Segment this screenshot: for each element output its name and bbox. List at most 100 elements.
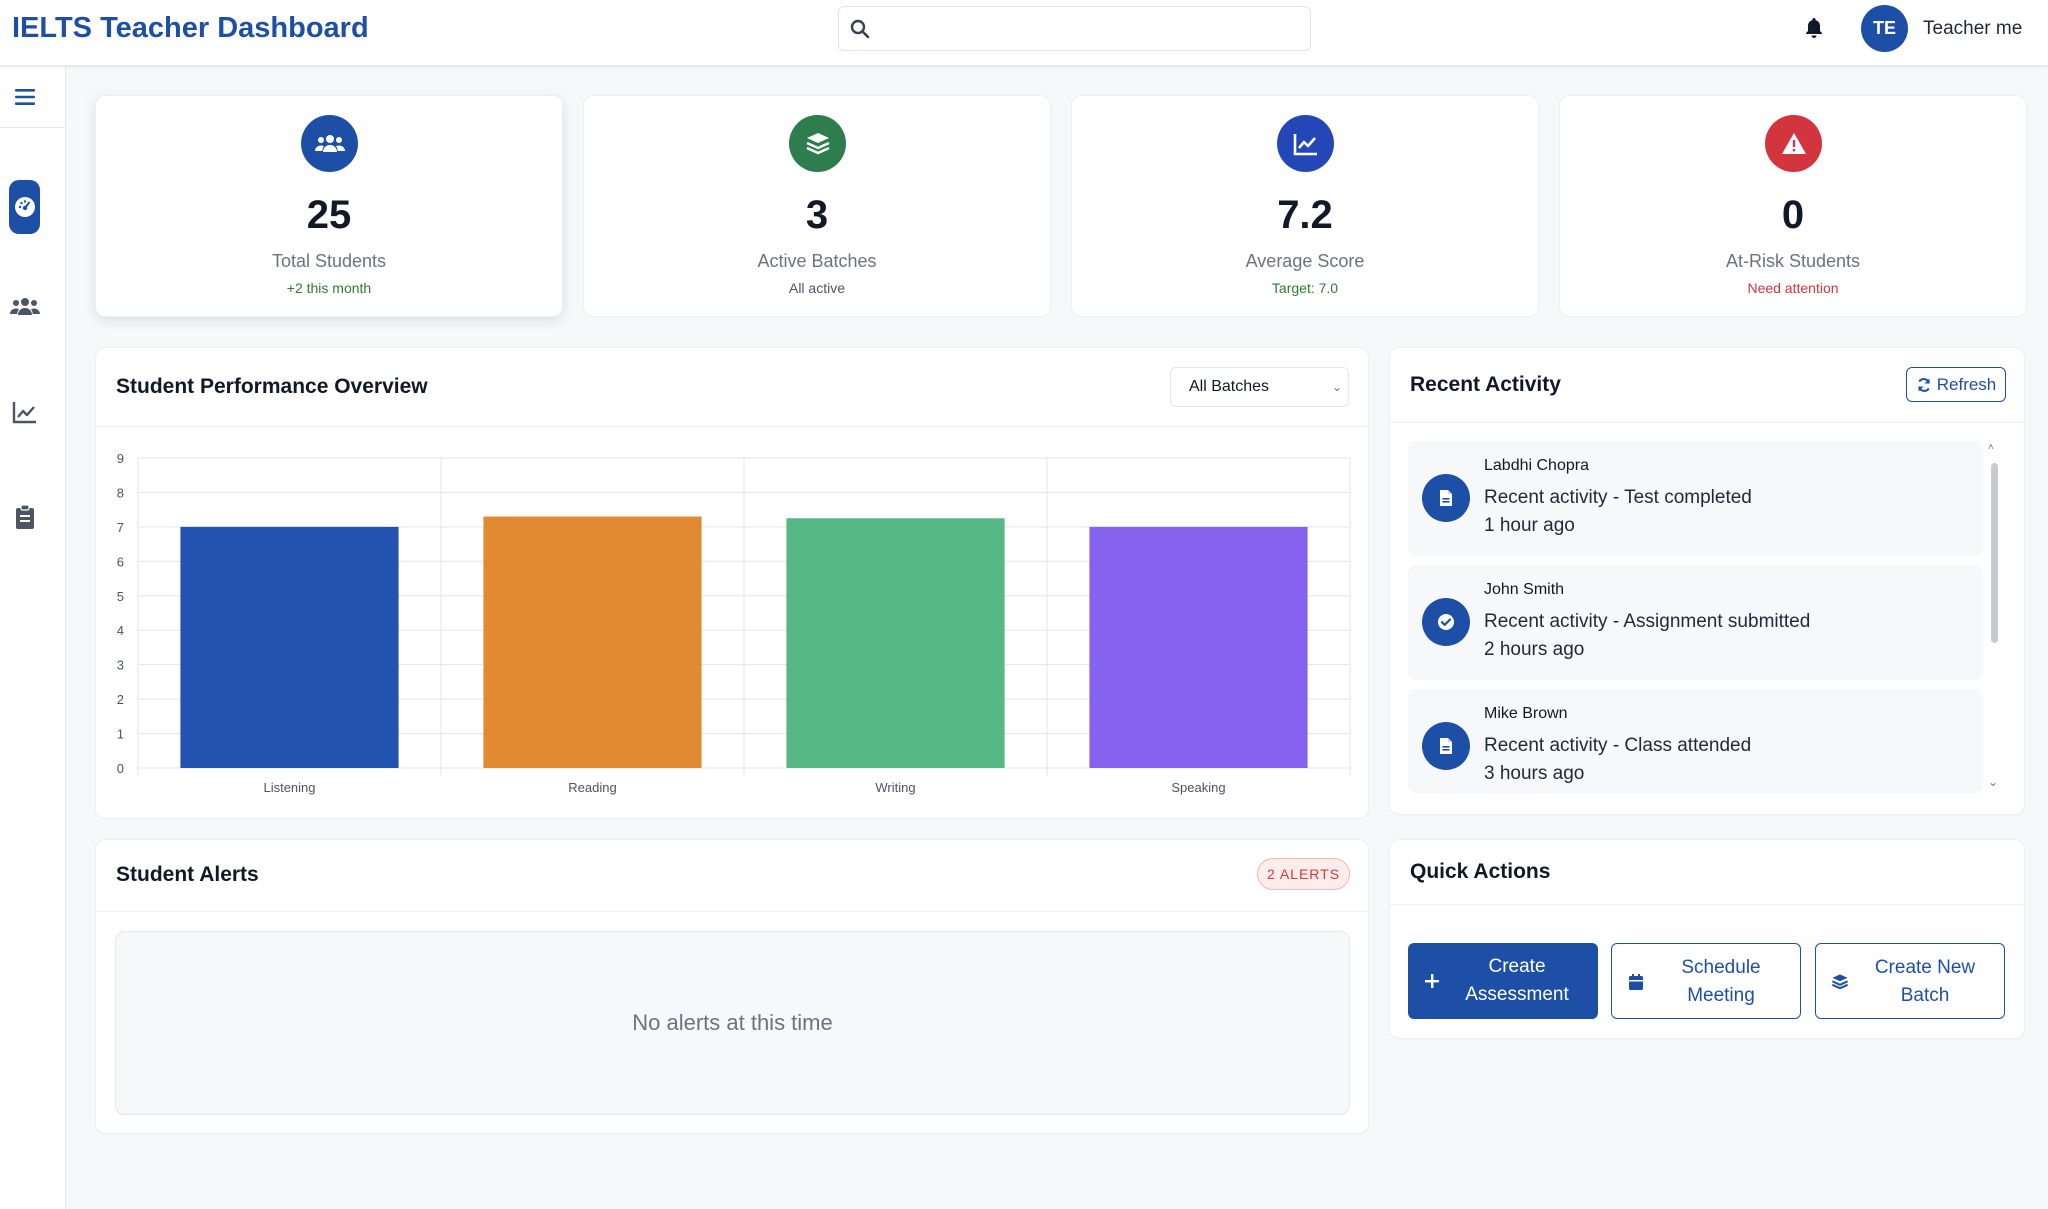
activity-student-name: John Smith bbox=[1484, 581, 1565, 598]
top-bar: IELTS Teacher Dashboard TE Teacher me bbox=[0, 0, 2048, 66]
scroll-up-arrow[interactable]: ˄ bbox=[1988, 442, 1994, 453]
search-box[interactable] bbox=[838, 6, 1311, 51]
y-tick-label: 1 bbox=[117, 727, 124, 742]
stat-card-active-batches[interactable]: 3 Active Batches All active bbox=[583, 95, 1051, 317]
activity-description: Recent activity - Assignment submitted bbox=[1484, 611, 1811, 632]
batch-filter-select[interactable]: All Batches ⌄ bbox=[1170, 367, 1349, 407]
warning-icon bbox=[1781, 132, 1806, 154]
document-icon bbox=[1422, 722, 1470, 770]
schedule-meeting-button[interactable]: Schedule Meeting bbox=[1611, 943, 1801, 1019]
menu-icon[interactable] bbox=[10, 82, 40, 112]
activity-description: Recent activity - Class attended bbox=[1484, 735, 1752, 756]
students-icon bbox=[10, 298, 40, 315]
button-label: Create New Batch bbox=[1874, 957, 1976, 1006]
stat-label: At-Risk Students bbox=[1725, 251, 1861, 271]
create-new-batch-button[interactable]: Create New Batch bbox=[1815, 943, 2005, 1019]
activity-scrollbar[interactable] bbox=[1991, 463, 1998, 643]
bar-reading bbox=[483, 516, 702, 768]
check-circle-icon bbox=[1422, 598, 1470, 646]
stat-subtext: Need attention bbox=[1747, 280, 1839, 296]
create-assessment-button[interactable]: Create Assessment bbox=[1408, 943, 1598, 1019]
users-icon bbox=[314, 134, 345, 152]
activity-item[interactable]: John Smith Recent activity - Assignment … bbox=[1408, 565, 1983, 680]
stat-value: 0 bbox=[1781, 193, 1805, 237]
button-label: Schedule Meeting bbox=[1681, 957, 1761, 1006]
scroll-down-arrow[interactable]: ⌄ bbox=[1988, 775, 1999, 789]
stat-card-average-score[interactable]: 7.2 Average Score Target: 7.0 bbox=[1071, 95, 1539, 317]
panel-title: Student Performance Overview bbox=[116, 375, 428, 398]
stat-icon-circle bbox=[301, 115, 358, 172]
activity-student-name: Mike Brown bbox=[1484, 705, 1568, 722]
analytics-icon bbox=[12, 402, 36, 424]
activity-time: 3 hours ago bbox=[1484, 763, 1585, 784]
y-tick-label: 4 bbox=[117, 623, 124, 638]
y-tick-label: 0 bbox=[117, 761, 124, 776]
stat-label: Active Batches bbox=[757, 251, 877, 271]
panel-title: Student Alerts bbox=[116, 863, 259, 886]
performance-bar-chart: 0 1 2 3 4 5 6 7 8 9 Listening Reading Writing Speakin… bbox=[117, 451, 1351, 795]
sidebar-divider bbox=[0, 127, 65, 128]
stat-card-total-students[interactable]: 25 Total Students +2 this month bbox=[95, 95, 563, 317]
x-tick-label: Speaking bbox=[1171, 780, 1225, 795]
y-tick-label: 6 bbox=[117, 554, 124, 569]
bar-speaking bbox=[1089, 526, 1308, 768]
chart-line-icon bbox=[1293, 133, 1317, 155]
app-title[interactable]: IELTS Teacher Dashboard bbox=[12, 12, 369, 44]
activity-time: 2 hours ago bbox=[1484, 639, 1585, 660]
search-input[interactable] bbox=[881, 13, 1301, 45]
panel-header: Student Performance Overview bbox=[96, 348, 1368, 427]
sidebar-item-students[interactable] bbox=[10, 292, 40, 322]
button-label: Create Assessment bbox=[1465, 956, 1569, 1005]
layers-icon bbox=[1830, 972, 1850, 992]
stat-label: Average Score bbox=[1245, 251, 1365, 271]
stat-value: 25 bbox=[306, 193, 352, 237]
y-tick-label: 9 bbox=[117, 451, 124, 466]
sidebar bbox=[0, 67, 66, 1209]
layers-icon bbox=[806, 132, 829, 154]
alerts-count-badge: 2 ALERTS bbox=[1257, 858, 1350, 890]
bar-listening bbox=[180, 526, 399, 768]
stat-icon-circle bbox=[1765, 115, 1822, 172]
stat-subtext: All active bbox=[788, 280, 846, 296]
y-tick-label: 7 bbox=[117, 520, 124, 535]
sidebar-item-assessments[interactable] bbox=[10, 502, 40, 532]
panel-header: Quick Actions bbox=[1390, 840, 2024, 905]
panel-header: Student Alerts bbox=[96, 840, 1368, 912]
x-tick-label: Writing bbox=[875, 780, 915, 795]
alerts-empty-state: No alerts at this time bbox=[115, 931, 1350, 1115]
stat-label: Total Students bbox=[271, 251, 387, 271]
calendar-icon bbox=[1626, 972, 1646, 992]
stat-icon-circle bbox=[789, 115, 846, 172]
user-name[interactable]: Teacher me bbox=[1923, 18, 2023, 39]
search-icon bbox=[850, 19, 870, 39]
y-tick-label: 5 bbox=[117, 589, 124, 604]
x-tick-label: Listening bbox=[263, 780, 315, 795]
batch-filter-value: All Batches bbox=[1189, 378, 1270, 395]
stat-value: 3 bbox=[805, 193, 829, 237]
x-tick-label: Reading bbox=[568, 780, 616, 795]
refresh-icon bbox=[1917, 377, 1930, 392]
bell-icon[interactable] bbox=[1802, 16, 1826, 40]
document-icon bbox=[1422, 474, 1470, 522]
refresh-label: Refresh bbox=[1936, 374, 1997, 394]
panel-header: Recent Activity bbox=[1390, 348, 2024, 423]
stat-card-at-risk-students[interactable]: 0 At-Risk Students Need attention bbox=[1559, 95, 2027, 317]
plus-icon bbox=[1422, 971, 1442, 991]
stat-subtext: Target: 7.0 bbox=[1271, 280, 1339, 296]
stat-value: 7.2 bbox=[1277, 193, 1333, 237]
sidebar-item-dashboard[interactable] bbox=[9, 180, 40, 234]
y-tick-label: 3 bbox=[117, 658, 124, 673]
activity-time: 1 hour ago bbox=[1484, 515, 1575, 536]
activity-item[interactable]: Mike Brown Recent activity - Class atten… bbox=[1408, 689, 1983, 793]
refresh-button[interactable]: Refresh bbox=[1906, 367, 2006, 402]
sidebar-item-analytics[interactable] bbox=[10, 397, 40, 427]
avatar[interactable]: TE bbox=[1861, 5, 1908, 52]
dashboard-icon bbox=[14, 197, 35, 217]
stat-subtext: +2 this month bbox=[286, 280, 372, 296]
panel-title: Recent Activity bbox=[1410, 373, 1561, 396]
panel-title: Quick Actions bbox=[1410, 860, 1551, 883]
stat-icon-circle bbox=[1277, 115, 1334, 172]
activity-item[interactable]: Labdhi Chopra Recent activity - Test com… bbox=[1408, 441, 1983, 556]
clipboard-icon bbox=[16, 504, 34, 529]
y-tick-label: 2 bbox=[117, 692, 124, 707]
